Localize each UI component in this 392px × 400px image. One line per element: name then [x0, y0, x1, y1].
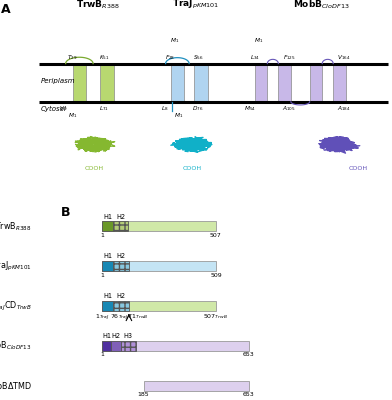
Text: $A_{105}$: $A_{105}$ — [282, 104, 296, 113]
Bar — [121, 341, 136, 351]
Text: 509: 509 — [211, 272, 222, 278]
Text: $M_1$: $M_1$ — [174, 111, 183, 120]
Text: $V_{164}$: $V_{164}$ — [338, 53, 351, 62]
Text: $A_{184}$: $A_{184}$ — [337, 104, 351, 113]
Text: TrwB$_{R388}$: TrwB$_{R388}$ — [0, 220, 32, 232]
Text: TraJ$_{pKM101}$: TraJ$_{pKM101}$ — [172, 0, 220, 10]
Text: $L_{34}$: $L_{34}$ — [250, 53, 260, 62]
Text: 1: 1 — [100, 352, 104, 357]
Text: COOH: COOH — [349, 166, 368, 170]
Text: A: A — [1, 3, 11, 16]
Text: $M_1$: $M_1$ — [254, 36, 263, 44]
Text: H2: H2 — [112, 333, 121, 339]
Bar — [100, 64, 114, 102]
Text: COOH: COOH — [85, 166, 103, 170]
Bar — [113, 301, 129, 311]
Text: H3: H3 — [124, 333, 133, 339]
Text: $V_9$: $V_9$ — [58, 104, 67, 113]
Text: H1: H1 — [102, 333, 111, 339]
Text: COOH: COOH — [183, 166, 201, 170]
Bar — [113, 221, 128, 232]
Bar — [278, 64, 291, 102]
Bar — [102, 261, 216, 271]
Text: TrwB$_{R388}$: TrwB$_{R388}$ — [76, 0, 120, 10]
Text: 507: 507 — [210, 233, 222, 238]
Bar — [102, 301, 113, 311]
Text: $K_{51}$: $K_{51}$ — [98, 53, 109, 62]
Text: 185: 185 — [138, 392, 149, 397]
Text: MobB$\Delta$TMD: MobB$\Delta$TMD — [0, 380, 32, 391]
Text: $L_8$: $L_8$ — [161, 104, 169, 113]
Text: $S_{56}$: $S_{56}$ — [192, 53, 203, 62]
Text: H2: H2 — [116, 254, 125, 260]
Text: MobB$_{CloDF13}$: MobB$_{CloDF13}$ — [0, 340, 32, 352]
Text: $M_1$: $M_1$ — [170, 36, 179, 44]
Text: $M_{54}$: $M_{54}$ — [244, 104, 256, 113]
Bar — [194, 64, 208, 102]
Bar — [102, 301, 216, 311]
Text: 653: 653 — [243, 392, 254, 397]
Text: H1: H1 — [103, 293, 112, 299]
Bar — [255, 64, 267, 102]
Bar — [102, 221, 113, 232]
Text: $D_{76}$: $D_{76}$ — [192, 104, 204, 113]
Bar — [102, 221, 216, 232]
Text: TraJ$_{pKM101}$: TraJ$_{pKM101}$ — [0, 260, 32, 273]
Bar — [102, 261, 113, 271]
Text: $T_{29}$: $T_{29}$ — [67, 53, 78, 62]
Text: 1: 1 — [100, 272, 104, 278]
Bar — [102, 341, 249, 351]
Text: $F_{125}$: $F_{125}$ — [283, 53, 296, 62]
Bar — [333, 64, 346, 102]
Bar — [310, 64, 322, 102]
Text: H1: H1 — [103, 214, 112, 220]
Text: H2: H2 — [116, 214, 125, 220]
Bar — [111, 341, 121, 351]
Text: B: B — [60, 206, 70, 218]
Bar — [171, 64, 184, 102]
Bar — [143, 380, 249, 391]
Bar — [113, 261, 129, 271]
Text: $M_1$: $M_1$ — [68, 111, 77, 120]
Text: $76_{TraJ}/71_{TrwB}$: $76_{TraJ}/71_{TrwB}$ — [110, 312, 148, 322]
Text: 653: 653 — [243, 352, 254, 357]
Text: H1: H1 — [103, 254, 112, 260]
Bar — [73, 64, 86, 102]
Text: 1: 1 — [100, 233, 104, 238]
Text: Periplasm: Periplasm — [41, 78, 76, 84]
Text: $F_{28}$: $F_{28}$ — [165, 53, 176, 62]
Text: $1_{TraJ}$: $1_{TraJ}$ — [95, 312, 109, 322]
Text: $507_{TrwB}$: $507_{TrwB}$ — [203, 312, 228, 321]
Text: Cytosol: Cytosol — [41, 106, 67, 112]
Text: $L_{71}$: $L_{71}$ — [99, 104, 109, 113]
Text: H2: H2 — [116, 293, 125, 299]
Text: MobB$_{CloDF13}$: MobB$_{CloDF13}$ — [293, 0, 350, 10]
Bar — [102, 341, 111, 351]
Text: TMD$_{TraJ}$CD$_{TrwB}$: TMD$_{TraJ}$CD$_{TrwB}$ — [0, 300, 32, 312]
